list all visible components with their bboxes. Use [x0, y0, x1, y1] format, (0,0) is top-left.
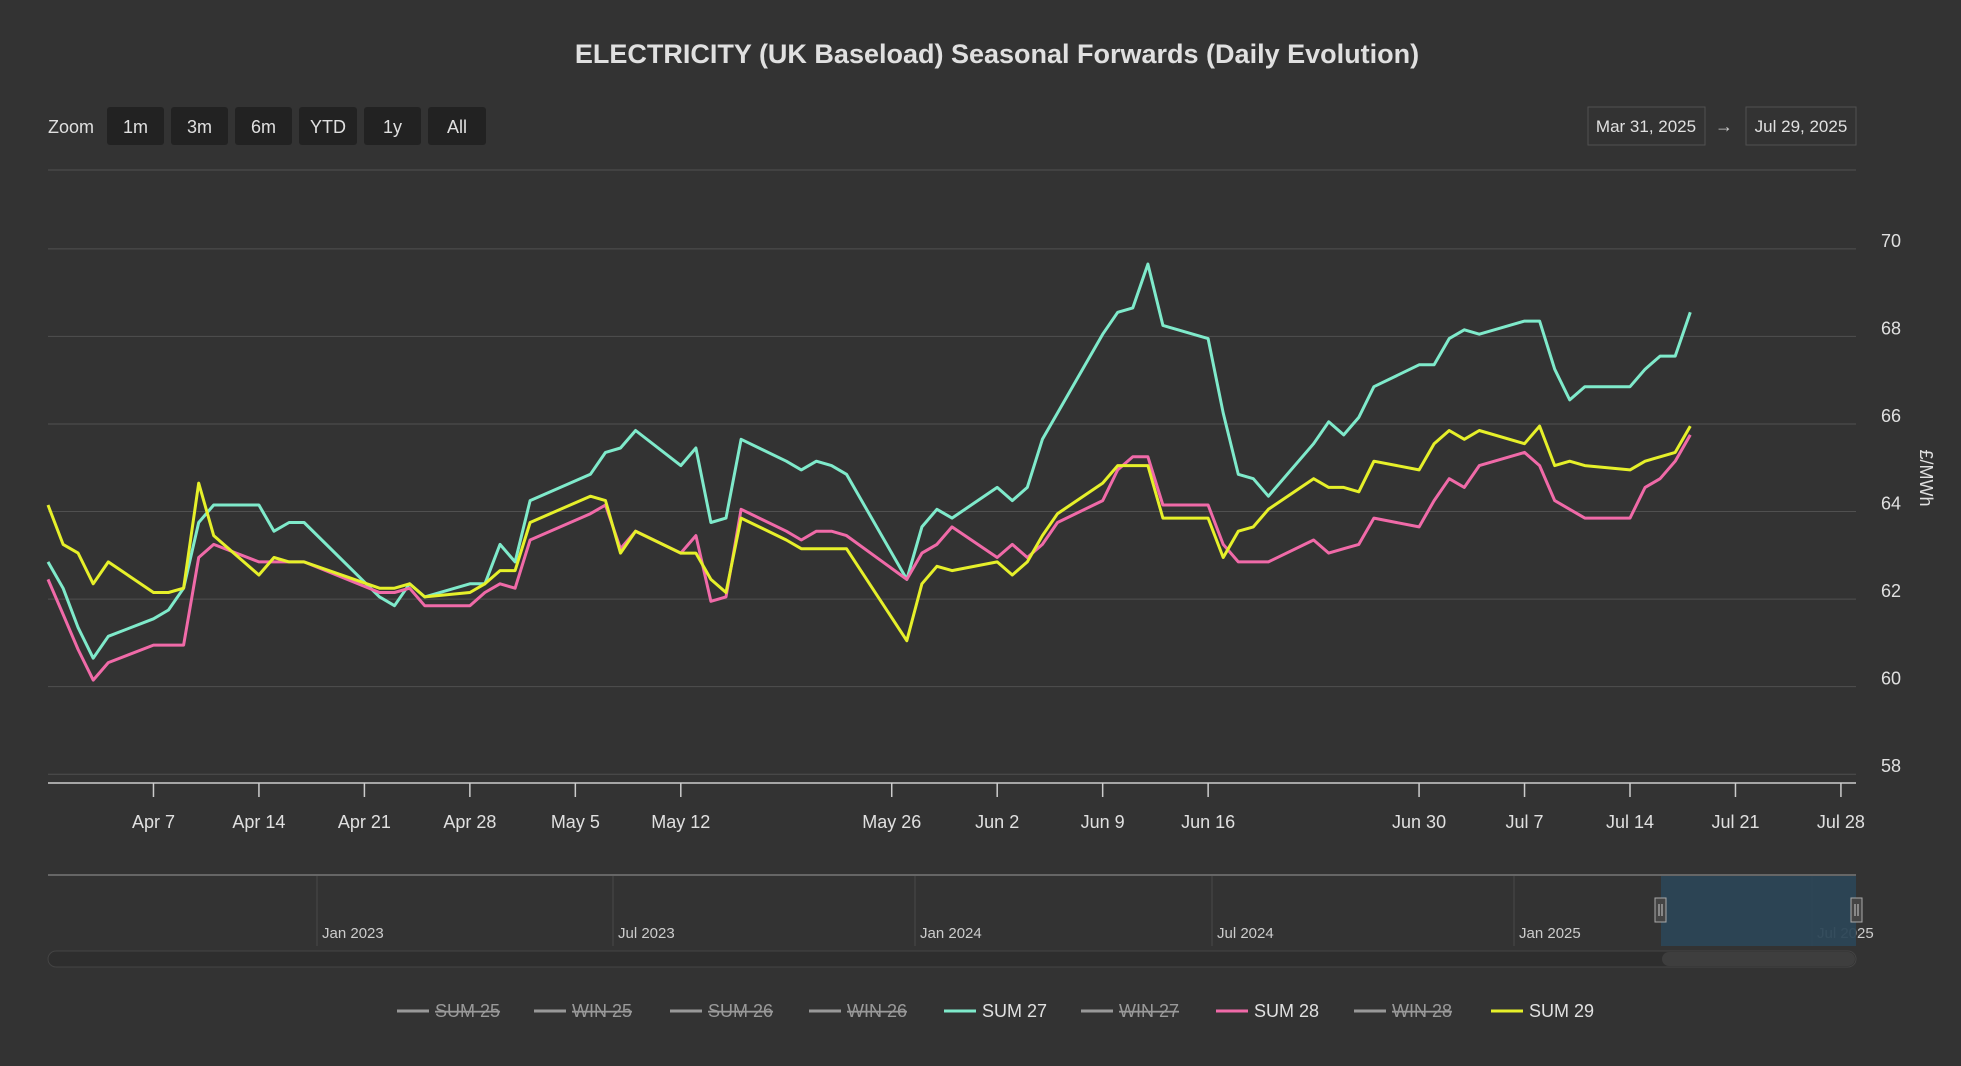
zoom-button-label: All — [447, 117, 467, 137]
y-tick-label: 68 — [1881, 318, 1901, 338]
chart-title: ELECTRICITY (UK Baseload) Seasonal Forwa… — [575, 39, 1419, 69]
zoom-button-label: 3m — [187, 117, 212, 137]
legend-label: WIN 25 — [572, 1001, 632, 1021]
range-to-text: Jul 29, 2025 — [1755, 117, 1848, 136]
series-lines — [46, 262, 1692, 682]
x-tick-label: Jul 14 — [1606, 812, 1654, 832]
legend-item-win-28[interactable]: WIN 28 — [1354, 1001, 1452, 1021]
x-tick-label: May 26 — [862, 812, 921, 832]
zoom-button-all[interactable]: All — [428, 107, 486, 145]
x-tick-label: Jul 7 — [1506, 812, 1544, 832]
legend-label: SUM 27 — [982, 1001, 1047, 1021]
navigator-handle-right[interactable] — [1850, 897, 1863, 923]
y-tick-label: 66 — [1881, 406, 1901, 426]
legend-label: SUM 28 — [1254, 1001, 1319, 1021]
zoom-button-label: YTD — [310, 117, 346, 137]
series-line-sum-29[interactable] — [46, 424, 1692, 643]
navigator-area — [48, 875, 1856, 948]
x-tick-label: Jun 2 — [975, 812, 1019, 832]
legend-label: WIN 28 — [1392, 1001, 1452, 1021]
legend-item-sum-27[interactable]: SUM 27 — [944, 1001, 1047, 1021]
y-axis-label: £/MWh — [1916, 449, 1936, 506]
zoom-button-3m[interactable]: 3m — [171, 107, 228, 145]
legend-label: WIN 27 — [1119, 1001, 1179, 1021]
navigator-tick-label: Jan 2024 — [920, 925, 982, 942]
navigator-tick-label: Jul 2023 — [618, 925, 675, 942]
range-arrow: → — [1715, 116, 1733, 136]
legend-item-win-26[interactable]: WIN 26 — [809, 1001, 907, 1021]
legend: SUM 25 WIN 25 SUM 26 WIN 26 SUM 27 WIN 27 SUM … — [397, 1001, 1594, 1021]
zoom-button-1y[interactable]: 1y — [364, 107, 421, 145]
series-line-sum-28[interactable] — [46, 434, 1692, 682]
scrollbar-thumb[interactable] — [1662, 952, 1855, 966]
y-tick-label: 58 — [1881, 756, 1901, 776]
legend-item-win-27[interactable]: WIN 27 — [1081, 1001, 1179, 1021]
x-tick-label: Jun 9 — [1081, 812, 1125, 832]
legend-label: SUM 26 — [708, 1001, 773, 1021]
range-from-text: Mar 31, 2025 — [1596, 117, 1696, 136]
zoom-button-label: 1m — [123, 117, 148, 137]
zoom-label: Zoom — [48, 117, 94, 137]
legend-label: SUM 29 — [1529, 1001, 1594, 1021]
zoom-button-label: 6m — [251, 117, 276, 137]
range-from-input[interactable]: Mar 31, 2025 — [1587, 106, 1706, 146]
x-tick-label: Apr 14 — [232, 812, 285, 832]
legend-item-sum-26[interactable]: SUM 26 — [670, 1001, 773, 1021]
series-line-sum-27[interactable] — [46, 262, 1692, 660]
x-tick-label: May 12 — [651, 812, 710, 832]
zoom-button-1m[interactable]: 1m — [107, 107, 164, 145]
navigator[interactable]: Jan 2023 Jul 2023 Jan 2024 Jul 2024 Jan 2025… — [47, 874, 1874, 968]
y-axis: 58 60 62 64 66 68 70 — [1881, 231, 1901, 776]
legend-item-sum-25[interactable]: SUM 25 — [397, 1001, 500, 1021]
x-tick-label: Apr 28 — [443, 812, 496, 832]
y-tick-label: 60 — [1881, 669, 1901, 689]
navigator-tick-label: Jul 2024 — [1217, 925, 1274, 942]
zoom-buttons: 1m 3m 6m YTD 1y All — [107, 107, 486, 145]
x-tick-label: Apr 21 — [338, 812, 391, 832]
x-tick-label: Apr 7 — [132, 812, 175, 832]
legend-item-sum-28[interactable]: SUM 28 — [1216, 1001, 1319, 1021]
zoom-button-label: 1y — [383, 117, 402, 137]
legend-label: WIN 26 — [847, 1001, 907, 1021]
navigator-selection[interactable] — [1661, 876, 1856, 946]
x-tick-label: Jul 28 — [1817, 812, 1865, 832]
x-tick-label: May 5 — [551, 812, 600, 832]
y-tick-label: 70 — [1881, 231, 1901, 251]
y-tick-label: 64 — [1881, 494, 1901, 514]
x-tick-label: Jun 16 — [1181, 812, 1235, 832]
navigator-tick-label: Jan 2023 — [322, 925, 384, 942]
x-tick-label: Jun 30 — [1392, 812, 1446, 832]
zoom-button-ytd[interactable]: YTD — [299, 107, 357, 145]
grid — [48, 169, 1856, 775]
navigator-handle-left[interactable] — [1654, 897, 1667, 923]
range-to-input[interactable]: Jul 29, 2025 — [1745, 106, 1857, 146]
legend-item-sum-29[interactable]: SUM 29 — [1491, 1001, 1594, 1021]
legend-label: SUM 25 — [435, 1001, 500, 1021]
navigator-tick-label: Jan 2025 — [1519, 925, 1581, 942]
x-axis: Apr 7 Apr 14 Apr 21 Apr 28 May 5 May 12 May 26… — [48, 782, 1865, 832]
scrollbar-track[interactable] — [47, 950, 1857, 968]
x-tick-label: Jul 21 — [1711, 812, 1759, 832]
legend-item-win-25[interactable]: WIN 25 — [534, 1001, 632, 1021]
zoom-button-6m[interactable]: 6m — [235, 107, 292, 145]
y-tick-label: 62 — [1881, 581, 1901, 601]
